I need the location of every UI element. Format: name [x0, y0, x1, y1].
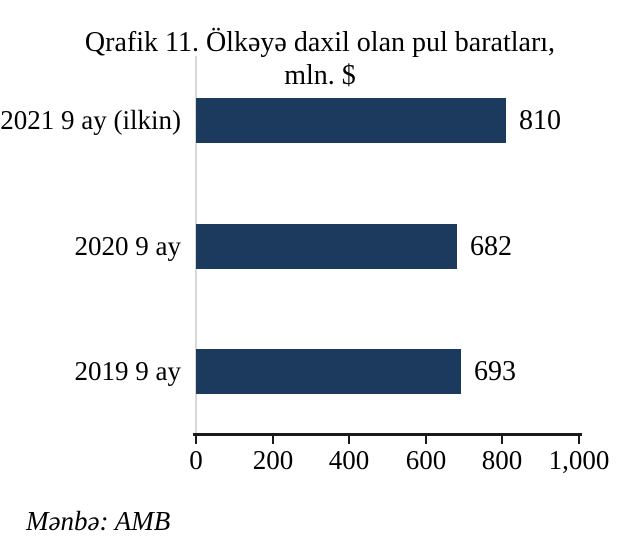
x-tick-label: 600 [405, 445, 447, 475]
chart-title-line2: mln. $ [284, 60, 356, 91]
x-tick-mark [272, 433, 274, 444]
x-tick-label: 400 [328, 445, 370, 475]
x-tick-mark [501, 433, 503, 444]
bar [196, 98, 506, 143]
x-tick-label: 0 [189, 445, 203, 475]
chart-title-line1: Qrafik 11. Ölkəyə daxil olan pul baratla… [84, 27, 556, 58]
bar [196, 349, 461, 394]
value-label: 693 [474, 356, 516, 387]
x-tick-mark [578, 433, 580, 444]
category-label: 2019 9 ay [74, 356, 181, 386]
chart-title: Qrafik 11. Ölkəyə daxil olan pul baratla… [20, 26, 620, 92]
x-tick-label: 800 [481, 445, 523, 475]
x-tick-label: 200 [252, 445, 294, 475]
value-label: 810 [519, 105, 561, 136]
source-note: Mənbə: AMB [26, 506, 171, 536]
value-label: 682 [470, 231, 512, 262]
x-tick-mark [348, 433, 350, 444]
x-tick-mark [425, 433, 427, 444]
category-label: 2020 9 ay [74, 231, 181, 261]
x-tick-mark [195, 433, 197, 444]
x-tick-label: 1,000 [548, 445, 610, 475]
x-axis-line [193, 433, 582, 436]
category-label: 2021 9 ay (ilkin) [0, 105, 181, 135]
bar [196, 224, 457, 269]
